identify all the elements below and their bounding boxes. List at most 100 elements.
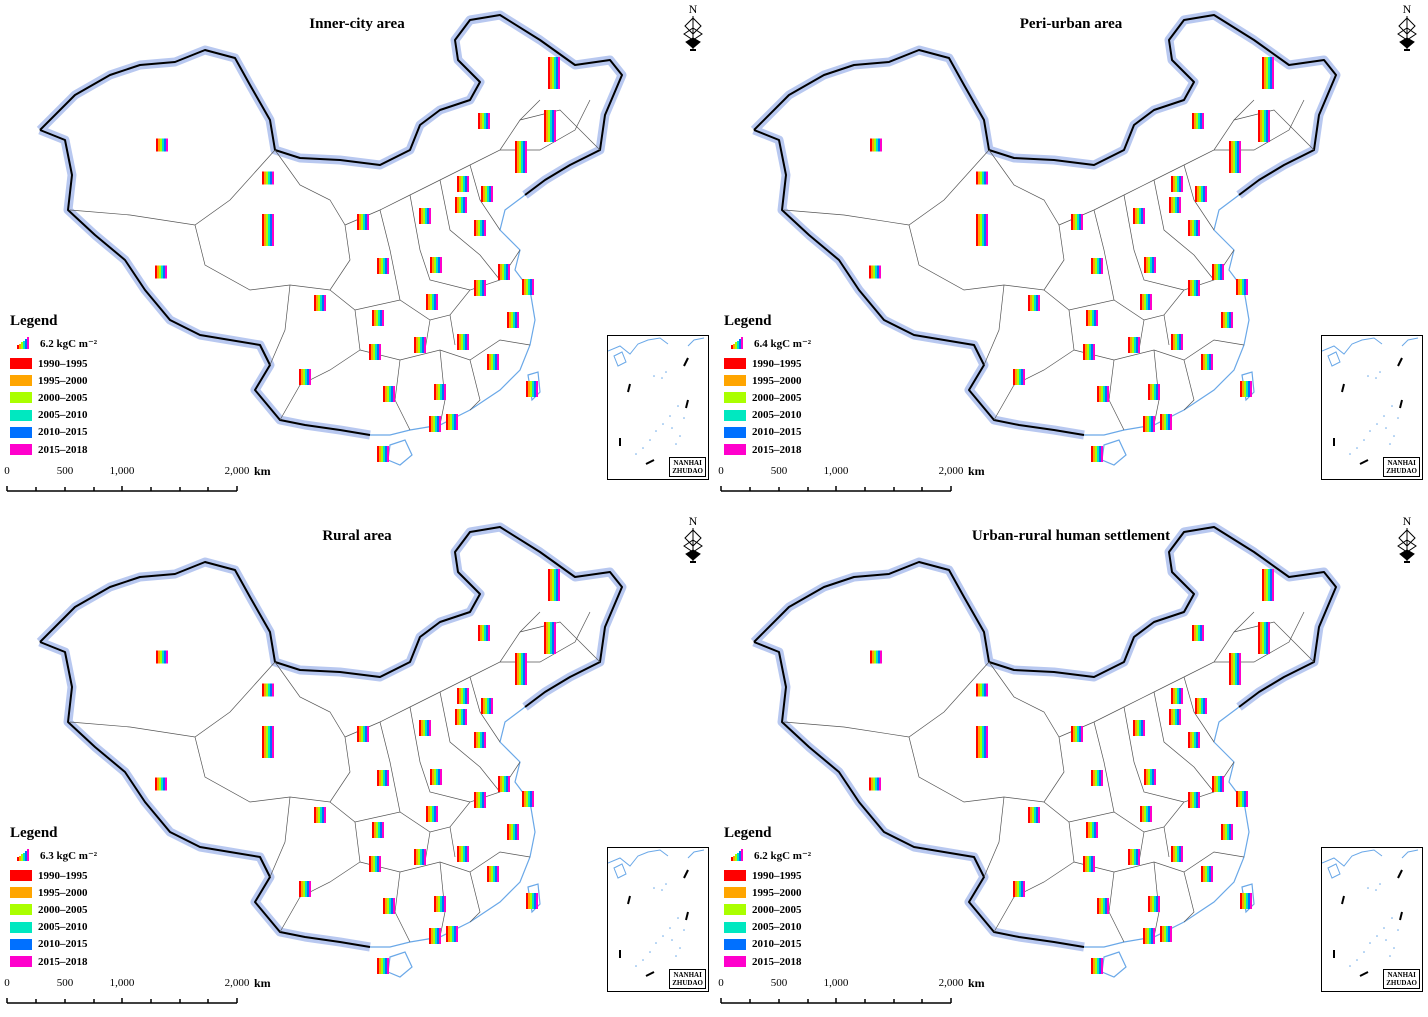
glyph-bar — [488, 113, 490, 129]
glyph-bar — [268, 214, 270, 246]
glyph-bar — [1150, 896, 1152, 912]
glyph-bar — [1181, 846, 1183, 862]
glyph-bar — [517, 653, 519, 685]
province-bar-glyph — [526, 893, 538, 909]
glyph-bar — [1148, 294, 1150, 310]
glyph-bar — [1227, 824, 1229, 840]
glyph-bar — [1250, 893, 1252, 909]
glyph-bar — [1258, 622, 1260, 654]
glyph-bar — [1107, 386, 1109, 402]
province-bar-glyph — [357, 726, 369, 742]
carbon-bar-glyphs — [869, 569, 1274, 974]
glyph-bar — [463, 334, 465, 350]
glyph-bar — [157, 265, 159, 279]
glyph-bar — [1203, 698, 1205, 714]
glyph-bar — [1260, 110, 1262, 142]
legend-row: 1990–1995 — [724, 355, 924, 372]
province-bar-glyph — [507, 312, 519, 328]
glyph-bar — [1229, 312, 1231, 328]
glyph-bar — [1236, 279, 1238, 295]
glyph-bar — [482, 792, 484, 808]
glyph-bar — [1171, 334, 1173, 350]
legend-label: 2010–2015 — [38, 426, 88, 439]
province-bar-glyph — [1086, 310, 1098, 326]
glyph-bar — [1147, 416, 1149, 432]
scale-tick-1000: 1,000 — [109, 465, 135, 477]
glyph-bar — [1179, 334, 1181, 350]
province-bar-glyph — [155, 777, 167, 791]
glyph-bar — [1194, 280, 1196, 296]
glyph-bar — [495, 866, 497, 882]
glyph-bar — [476, 792, 478, 808]
glyph-bar — [1132, 849, 1134, 865]
province-bar-glyph — [481, 186, 493, 202]
glyph-bar — [463, 176, 465, 192]
glyph-bar — [436, 294, 438, 310]
legend-label: 2000–2005 — [38, 903, 88, 916]
glyph-bar — [1169, 197, 1171, 213]
glyph-bar — [513, 824, 515, 840]
province-bar-glyph — [869, 777, 881, 791]
glyph-bar — [381, 958, 383, 974]
national-boundary-west — [753, 129, 1085, 436]
province-bar-glyph — [1188, 792, 1200, 808]
glyph-bar — [1266, 57, 1268, 89]
national-boundary — [39, 526, 623, 708]
glyph-bar — [548, 569, 550, 601]
bar-size-icon — [731, 849, 743, 861]
glyph-bar — [379, 344, 381, 360]
legend-swatch — [724, 375, 746, 387]
glyph-bar — [159, 265, 161, 279]
province-bar-glyph — [1195, 186, 1207, 202]
glyph-bar — [324, 807, 326, 823]
glyph-bar — [1158, 896, 1160, 912]
province-bar-glyph — [544, 110, 556, 142]
glyph-bar — [1036, 295, 1038, 311]
glyph-bar — [450, 926, 452, 942]
south-china-sea-inset: NANHAI ZHUDAO — [1321, 847, 1423, 992]
glyph-bar — [976, 171, 978, 185]
glyph-bar — [270, 683, 272, 697]
glyph-bar — [160, 138, 162, 152]
glyph-bar — [1248, 381, 1250, 397]
glyph-bar — [1019, 369, 1021, 385]
glyph-bar — [421, 720, 423, 736]
glyph-bar — [1073, 726, 1075, 742]
glyph-bar — [1140, 806, 1142, 822]
glyph-bar — [309, 881, 311, 897]
glyph-bar — [976, 683, 978, 697]
glyph-bar — [426, 294, 428, 310]
national-boundary-west — [39, 129, 371, 436]
glyph-bar — [391, 386, 393, 402]
province-bar-glyph — [1262, 569, 1274, 601]
glyph-bar — [1268, 569, 1270, 601]
glyph-bar — [432, 294, 434, 310]
legend-unit-row: 6.2 kgC m⁻² — [10, 336, 210, 350]
glyph-bar — [1079, 726, 1081, 742]
glyph-bar — [1149, 928, 1151, 944]
glyph-bar — [485, 186, 487, 202]
glyph-bar — [513, 312, 515, 328]
legend-row: 1995–2000 — [724, 372, 924, 389]
north-arrow: N — [680, 514, 706, 566]
province-bar-glyph — [1229, 141, 1241, 173]
glyph-bar — [1088, 310, 1090, 326]
glyph-bar — [1093, 446, 1095, 462]
province-bar-glyph — [457, 846, 469, 862]
legend-row: 2005–2010 — [724, 407, 924, 424]
north-arrow-icon — [1397, 528, 1417, 563]
glyph-bar — [485, 698, 487, 714]
glyph-bar — [1143, 928, 1145, 944]
glyph-bar — [1203, 186, 1205, 202]
scale-tick-2000: 2,000 — [938, 465, 964, 477]
glyph-bar — [1154, 257, 1156, 273]
glyph-bar — [459, 709, 461, 725]
province-bar-glyph — [1148, 384, 1160, 400]
legend: Legend 6.2 kgC m⁻² 1990–1995 1995–2000 200… — [724, 825, 924, 970]
glyph-bar — [1196, 792, 1198, 808]
panel-title: Inner-city area — [309, 16, 405, 32]
glyph-bar — [1081, 214, 1083, 230]
province-bar-glyph — [455, 709, 467, 725]
glyph-bar — [1205, 866, 1207, 882]
glyph-bar — [1146, 257, 1148, 273]
